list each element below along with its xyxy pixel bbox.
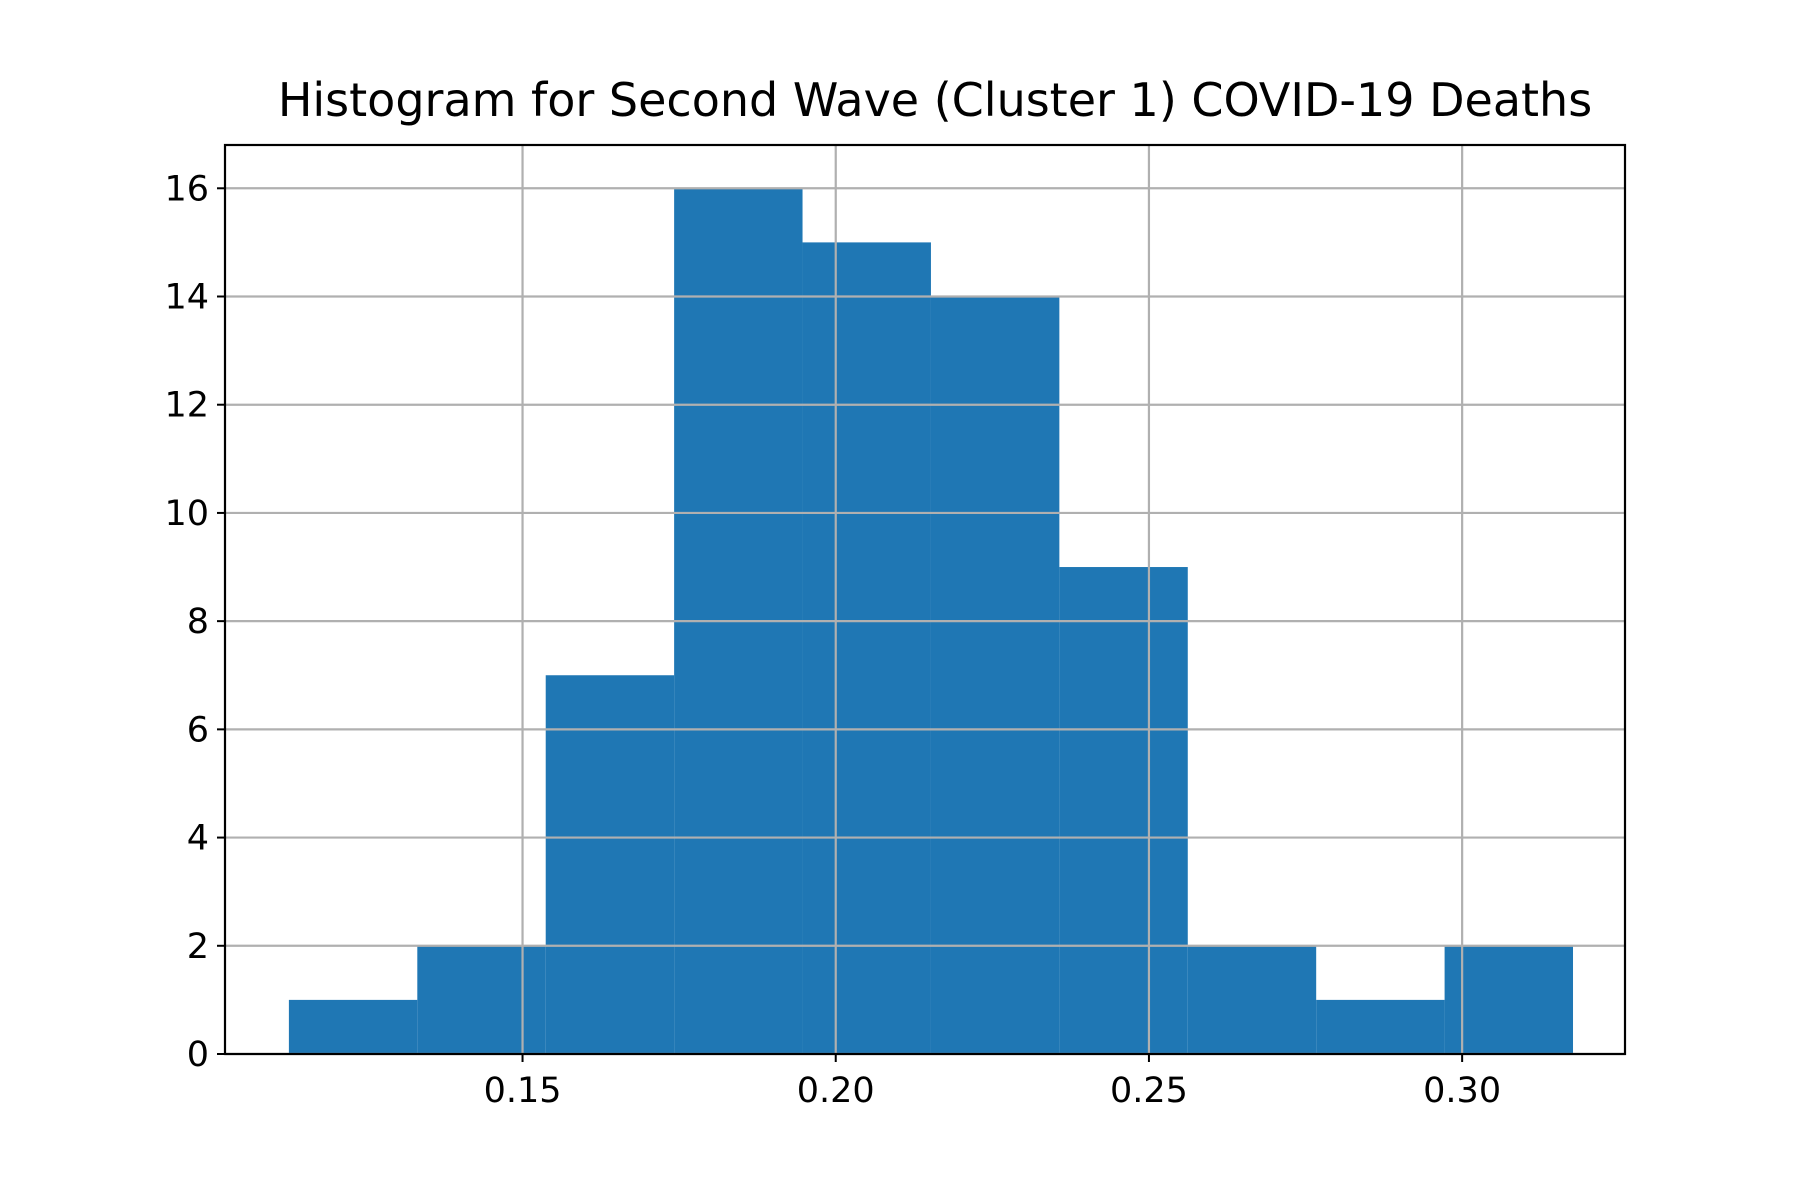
y-tick-label: 4 — [187, 819, 209, 859]
histogram-bar — [1444, 945, 1574, 1054]
y-tick-label: 14 — [164, 278, 209, 318]
histogram-bar — [1059, 567, 1188, 1054]
histogram-bar — [288, 999, 418, 1054]
axes-frame — [223, 143, 1627, 1056]
histogram-bar — [1316, 999, 1445, 1054]
histogram-bar — [545, 675, 675, 1054]
histogram-bar — [930, 296, 1060, 1054]
histogram-bar — [802, 242, 931, 1055]
y-tick-label: 2 — [187, 927, 209, 967]
chart-title: Histogram for Second Wave (Cluster 1) CO… — [278, 73, 1592, 127]
y-tick-label: 12 — [164, 386, 209, 426]
x-tick-label: 0.25 — [1110, 1071, 1188, 1111]
y-tick-label: 10 — [164, 494, 209, 534]
histogram-bar — [417, 945, 546, 1054]
axis-ticks: 0 2 4 6 8 10 12 14 16 0.15 0.20 0.25 0.30 — [164, 169, 1501, 1111]
y-tick-label: 6 — [187, 710, 209, 750]
y-tick-label: 16 — [164, 169, 209, 209]
histogram-bars — [288, 188, 1574, 1055]
histogram-bar — [1187, 945, 1317, 1054]
x-tick-label: 0.30 — [1423, 1071, 1501, 1111]
y-tick-label: 0 — [187, 1035, 209, 1075]
x-tick-label: 0.20 — [797, 1071, 875, 1111]
y-tick-label: 8 — [187, 602, 209, 642]
x-tick-label: 0.15 — [484, 1071, 562, 1111]
